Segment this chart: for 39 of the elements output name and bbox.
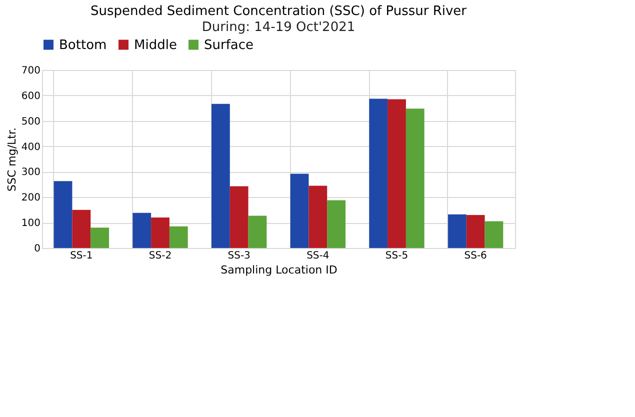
bar: [466, 214, 485, 248]
bar: [290, 174, 309, 248]
bar: [72, 210, 91, 248]
x-tick-label: SS-3: [228, 250, 250, 262]
y-axis-title: SSC mg/Ltr.: [5, 128, 18, 192]
bar: [54, 181, 72, 248]
y-tick-label: 200: [21, 192, 40, 204]
y-tick-label: 500: [21, 116, 40, 128]
bar: [248, 216, 267, 248]
x-tick-label: SS-4: [306, 250, 330, 262]
legend-label: Middle: [134, 38, 177, 53]
bar: [406, 108, 424, 248]
bar: [169, 226, 188, 248]
y-tick-label: 300: [21, 167, 40, 178]
bar: [211, 104, 230, 248]
bar: [327, 200, 346, 248]
y-tick-label: 700: [21, 66, 40, 76]
y-tick-label: 600: [21, 90, 40, 102]
x-tick-label: SS-2: [148, 250, 172, 262]
y-tick-label: 400: [21, 142, 40, 153]
x-tick-label: SS-1: [70, 250, 93, 262]
bar: [308, 186, 328, 248]
bar: [448, 214, 466, 248]
bar: [151, 217, 170, 248]
legend-label: Surface: [204, 38, 254, 53]
legend-label: Bottom: [59, 38, 107, 53]
bar: [132, 212, 152, 248]
bar: [230, 186, 248, 248]
bar: [369, 98, 388, 248]
y-tick-label: 100: [21, 218, 40, 230]
bar: [388, 99, 406, 248]
bar: [90, 228, 110, 248]
bar: [484, 221, 504, 248]
x-axis-title: Sampling Location ID: [220, 264, 338, 276]
x-tick-label: SS-5: [385, 250, 408, 262]
chart-subtitle: During: 14-19 Oct'2021: [202, 20, 356, 35]
chart-title: Suspended Sediment Concentration (SSC) of Pussur River: [90, 4, 468, 19]
x-tick-label: SS-6: [464, 250, 487, 262]
y-tick-label: 0: [34, 244, 40, 254]
